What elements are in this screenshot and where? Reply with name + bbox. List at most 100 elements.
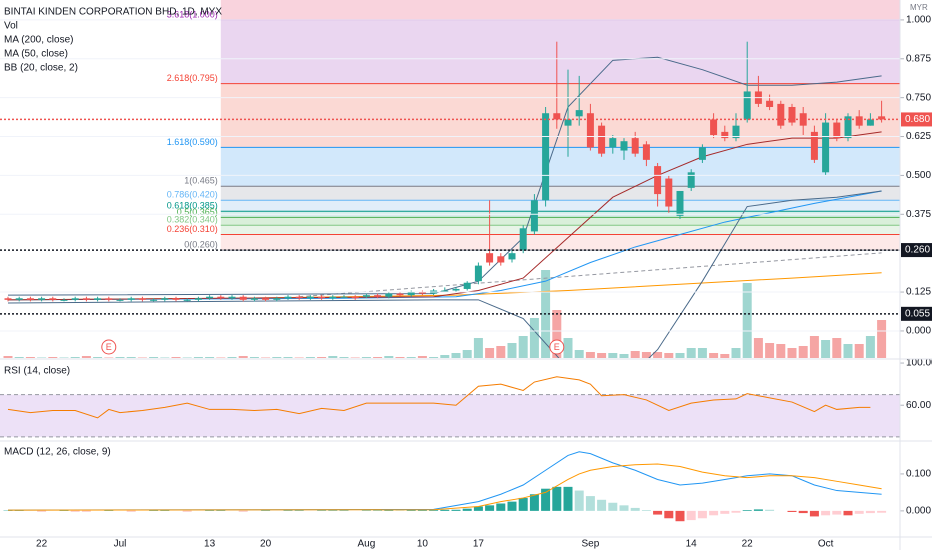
macd-histogram-bar bbox=[720, 510, 730, 514]
macd-histogram-bar bbox=[417, 510, 427, 511]
candle-body bbox=[385, 293, 393, 297]
rsi-pane bbox=[0, 376, 900, 438]
volume-bar bbox=[373, 357, 383, 358]
macd-histogram-bar bbox=[440, 509, 450, 511]
legend-entry: BB (20, close, 2) bbox=[4, 63, 78, 74]
y-tick-label: 0.500 bbox=[906, 170, 931, 181]
candle-body bbox=[71, 298, 79, 300]
volume-bar bbox=[227, 357, 237, 358]
volume-bar bbox=[776, 344, 786, 358]
volume-bar bbox=[854, 344, 864, 358]
volume-bar bbox=[261, 357, 271, 358]
candle-body bbox=[620, 141, 628, 151]
y-tick-label: 0.000 bbox=[906, 326, 931, 337]
y-tick-label: 0.875 bbox=[906, 53, 931, 64]
volume-bar bbox=[361, 357, 371, 358]
y-tick-label: 60.00 bbox=[906, 400, 931, 411]
pane-title: RSI (14, close) bbox=[4, 366, 70, 377]
candle-body bbox=[284, 296, 292, 299]
candle-body bbox=[799, 113, 807, 126]
volume-bar bbox=[653, 352, 663, 358]
chart-title: BINTAI KINDEN CORPORATION BHD, 1D, MYX bbox=[4, 7, 222, 18]
candle-body bbox=[810, 131, 818, 160]
macd-histogram-bar bbox=[518, 497, 528, 511]
volume-bar bbox=[798, 346, 808, 358]
macd-histogram-bar bbox=[686, 510, 696, 521]
volume-bar bbox=[787, 348, 797, 358]
volume-bar bbox=[384, 356, 394, 358]
candle-body bbox=[609, 138, 617, 148]
volume-bar bbox=[821, 340, 831, 358]
candle-body bbox=[441, 290, 449, 292]
earnings-label: E bbox=[554, 342, 560, 352]
candle-body bbox=[82, 298, 90, 300]
macd-histogram-bar bbox=[406, 510, 416, 511]
y-tick-label: 0.125 bbox=[906, 287, 931, 298]
candle-body bbox=[194, 298, 202, 300]
volume-bar bbox=[81, 356, 91, 358]
candle-body bbox=[396, 293, 404, 296]
volume-bar bbox=[630, 351, 640, 358]
main-pane: 3.618(1.000) 2.618(0.795) 1.618(0.590) 1(0.… bbox=[3, 0, 900, 358]
volume-bar bbox=[115, 357, 125, 358]
candle-body bbox=[318, 296, 326, 299]
fib-fill bbox=[220, 217, 900, 226]
macd-histogram-bar bbox=[877, 510, 887, 513]
candle-body bbox=[642, 144, 650, 160]
candle-body bbox=[60, 299, 68, 301]
candle-body bbox=[374, 295, 382, 297]
candle-body bbox=[598, 125, 606, 154]
candle-body bbox=[49, 298, 57, 300]
candle-body bbox=[38, 298, 46, 300]
macd-histogram-bar bbox=[664, 510, 674, 519]
candle-body bbox=[665, 178, 673, 207]
fib-label: 1.618(0.590) bbox=[167, 137, 218, 147]
candle-body bbox=[351, 296, 359, 299]
price-badge-label: 0.260 bbox=[905, 245, 930, 256]
candle-body bbox=[306, 296, 314, 299]
volume-bar bbox=[104, 357, 114, 358]
volume-bar bbox=[552, 310, 562, 358]
volume-bar bbox=[339, 357, 349, 358]
macd-pane bbox=[3, 451, 887, 522]
macd-histogram-bar bbox=[832, 510, 842, 515]
y-tick-label: 0.750 bbox=[906, 92, 931, 103]
volume-bar bbox=[765, 343, 775, 358]
candle-body bbox=[586, 113, 594, 148]
volume-bar bbox=[395, 357, 405, 358]
candle-body bbox=[94, 298, 102, 300]
macd-histogram-bar bbox=[384, 510, 394, 511]
candle-body bbox=[127, 298, 135, 300]
candle-body bbox=[228, 296, 236, 299]
candle-body bbox=[698, 147, 706, 160]
fib-fill bbox=[220, 19, 900, 84]
candle-body bbox=[519, 228, 527, 251]
candle-body bbox=[138, 298, 146, 300]
volume-bar bbox=[14, 357, 24, 358]
x-tick-label: Jul bbox=[114, 539, 127, 550]
candle-body bbox=[362, 295, 370, 297]
volume-bar bbox=[496, 346, 506, 358]
candle-body bbox=[452, 288, 460, 291]
rsi-line bbox=[7, 376, 871, 419]
candle-body bbox=[676, 190, 684, 216]
volume-bar bbox=[485, 348, 495, 358]
trendline bbox=[299, 252, 882, 298]
candle-body bbox=[766, 100, 774, 107]
volume-bar bbox=[720, 354, 730, 358]
macd-histogram-bar bbox=[541, 488, 551, 511]
macd-histogram-bar bbox=[709, 510, 719, 516]
volume-bar bbox=[70, 357, 80, 358]
volume-bar bbox=[171, 357, 181, 358]
candle-body bbox=[418, 292, 426, 294]
volume-bar bbox=[641, 352, 651, 358]
candle-body bbox=[687, 172, 695, 188]
macd-histogram-bar bbox=[563, 486, 573, 511]
macd-histogram-bar bbox=[809, 510, 819, 517]
volume-bar bbox=[193, 357, 203, 358]
candle-body bbox=[855, 116, 863, 126]
macd-histogram-bar bbox=[619, 505, 629, 511]
candle-body bbox=[844, 116, 852, 139]
candle-body bbox=[575, 110, 583, 117]
volume-bar bbox=[249, 357, 259, 358]
